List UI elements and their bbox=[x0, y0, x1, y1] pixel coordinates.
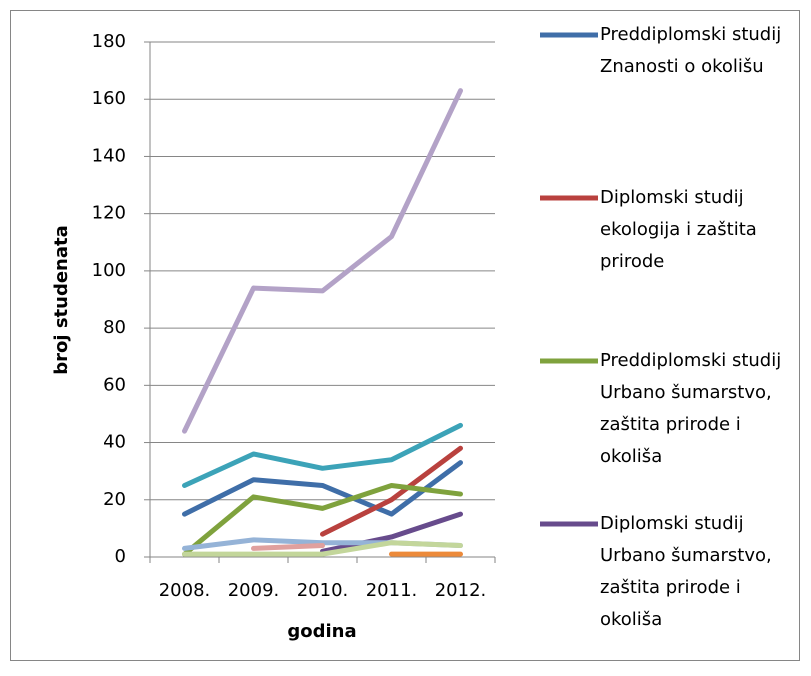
legend-line: Urbano šumarstvo, bbox=[600, 382, 772, 403]
legend-label: Preddiplomski studij Znanosti o okolišu bbox=[600, 24, 781, 77]
legend-line: zaštita prirode i bbox=[600, 414, 741, 435]
series-line bbox=[182, 482, 463, 557]
x-tick-label: 2008. bbox=[159, 580, 211, 601]
legend-line: zaštita prirode i bbox=[600, 577, 741, 598]
y-tick-label: 120 bbox=[92, 203, 126, 224]
y-tick-label: 100 bbox=[92, 260, 126, 281]
legend-line: Diplomski studij bbox=[600, 187, 744, 208]
series-line bbox=[182, 88, 463, 434]
y-tick-label: 40 bbox=[103, 432, 126, 453]
x-tick-label: 2011. bbox=[366, 580, 418, 601]
legend-line: okoliša bbox=[600, 609, 662, 630]
y-tick-label: 20 bbox=[103, 489, 126, 510]
series-line bbox=[320, 445, 463, 537]
legend-line: Preddiplomski studij bbox=[600, 24, 781, 45]
series-line bbox=[251, 543, 325, 551]
legend-label: Preddiplomski studij Urbano šumarstvo, zaš… bbox=[600, 350, 781, 467]
y-tick-label: 160 bbox=[92, 88, 126, 109]
series-line bbox=[182, 460, 463, 517]
x-tick-label: 2012. bbox=[435, 580, 487, 601]
y-tick-label: 180 bbox=[92, 31, 126, 52]
legend-line: prirode bbox=[600, 251, 664, 272]
x-axis-label: godina bbox=[287, 621, 356, 642]
legend-label: Diplomski studij Urbano šumarstvo, zaštita… bbox=[600, 513, 772, 630]
legend-line: ekologija i zaštita bbox=[600, 219, 757, 240]
series-line bbox=[182, 540, 463, 557]
legend-label: Diplomski studij ekologija i zaštita priro… bbox=[600, 187, 757, 272]
series-line bbox=[320, 511, 463, 554]
legend-line: Znanosti o okolišu bbox=[600, 56, 764, 77]
series-line bbox=[182, 422, 463, 488]
y-axis-label: broj studenata bbox=[51, 225, 72, 375]
x-tick-label: 2010. bbox=[297, 580, 349, 601]
x-tick-label: 2009. bbox=[228, 580, 280, 601]
y-tick-label: 60 bbox=[103, 374, 126, 395]
legend-line: Urbano šumarstvo, bbox=[600, 545, 772, 566]
y-tick-label: 0 bbox=[115, 546, 126, 567]
y-tick-label: 80 bbox=[103, 317, 126, 338]
legend-line: Diplomski studij bbox=[600, 513, 744, 534]
legend-line: Preddiplomski studij bbox=[600, 350, 781, 371]
y-tick-label: 140 bbox=[92, 145, 126, 166]
legend-line: okoliša bbox=[600, 446, 662, 467]
